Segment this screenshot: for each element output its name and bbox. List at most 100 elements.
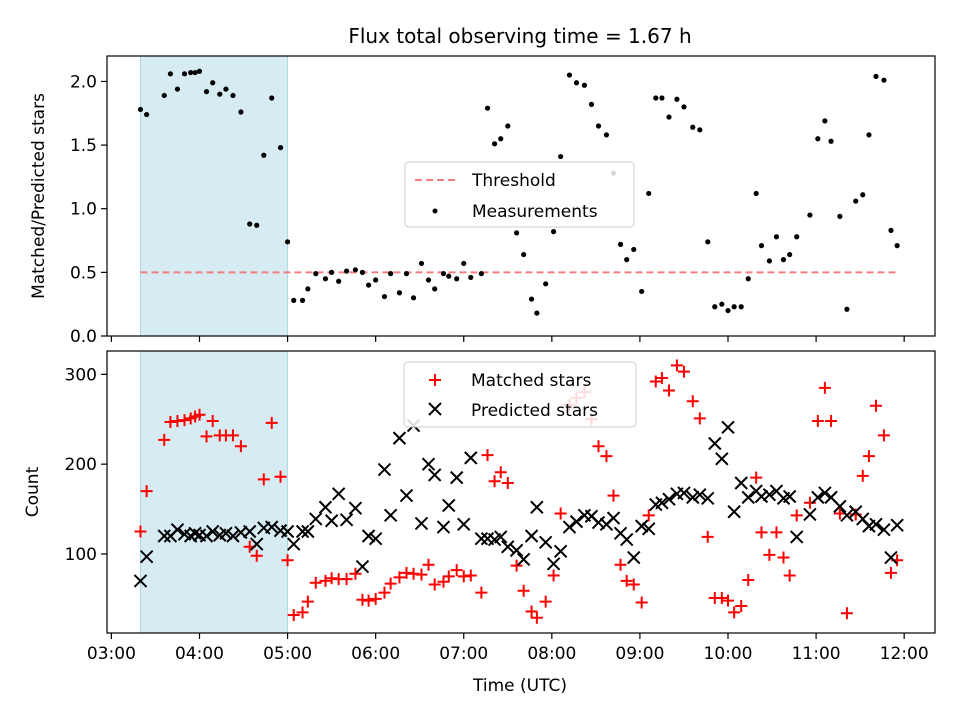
matched-star-marker xyxy=(393,571,406,584)
matched-star-marker xyxy=(265,416,278,429)
measurement-point xyxy=(631,246,637,253)
predicted-star-marker xyxy=(562,520,577,534)
measurement-point xyxy=(461,260,467,267)
matched-star-marker xyxy=(349,567,362,580)
measurement-point xyxy=(299,297,306,303)
predicted-star-marker xyxy=(890,518,904,532)
matched-star-marker xyxy=(884,566,897,579)
measurement-point xyxy=(174,86,181,92)
matched-star-marker xyxy=(481,449,494,462)
matched-star-marker xyxy=(614,558,627,571)
x-tick-label: 05:00 xyxy=(263,644,312,664)
matched-star-marker xyxy=(296,606,309,619)
predicted-star-marker xyxy=(741,490,755,505)
matched-star-marker xyxy=(649,375,662,388)
measurement-point xyxy=(396,290,403,296)
predicted-star-marker xyxy=(133,574,148,588)
predicted-star-marker xyxy=(226,529,240,543)
measurement-point xyxy=(860,192,866,198)
predicted-star-marker xyxy=(591,515,606,530)
measurement-point xyxy=(425,277,432,283)
matched-star-marker xyxy=(750,471,763,484)
measurement-point xyxy=(888,227,894,233)
x-tick-label: 07:00 xyxy=(439,644,488,664)
predicted-star-marker xyxy=(392,431,407,445)
bottom-y-axis-label: Count xyxy=(23,466,43,517)
measurement-point xyxy=(674,96,680,102)
matched-star-marker xyxy=(415,568,428,581)
predicted-star-marker xyxy=(715,452,729,466)
matched-star-marker xyxy=(592,440,605,453)
predicted-star-marker xyxy=(877,523,891,537)
measurement-point xyxy=(738,304,744,310)
bottom-axes-frame xyxy=(106,350,936,634)
predicted-star-marker xyxy=(457,517,471,532)
bottom-shaded-interval xyxy=(139,350,289,634)
matched-star-marker xyxy=(200,430,213,443)
predicted-star-marker xyxy=(546,557,561,571)
x-tick-label: 11:00 xyxy=(792,644,841,664)
matched-star-marker xyxy=(742,574,755,587)
measurement-point xyxy=(881,77,887,83)
matched-star-marker xyxy=(250,549,263,562)
measurement-point xyxy=(313,271,319,277)
measurement-point xyxy=(758,243,765,249)
matched-star-marker xyxy=(287,609,300,622)
top-legend: Threshold Measurements xyxy=(404,161,635,228)
matched-star-marker xyxy=(450,564,463,577)
measurement-point xyxy=(513,230,520,236)
matched-star-marker xyxy=(309,576,322,589)
predicted-star-marker xyxy=(754,489,769,504)
matched-star-marker xyxy=(539,595,552,608)
measurement-point xyxy=(454,276,460,282)
matched-star-marker xyxy=(234,440,247,453)
predicted-star-marker xyxy=(265,520,279,534)
predicted-star-marker xyxy=(368,531,383,546)
matched-star-marker xyxy=(670,359,683,372)
predicted-star-marker xyxy=(188,526,202,541)
matched-star-marker xyxy=(627,578,640,591)
measurement-point xyxy=(815,136,821,142)
matched-star-marker xyxy=(763,548,776,561)
x-tick-label: 06:00 xyxy=(351,644,400,664)
measurement-point xyxy=(196,68,203,74)
measurement-point xyxy=(534,310,540,316)
matched-star-marker xyxy=(193,408,206,421)
y-tick-label: 100 xyxy=(65,545,97,565)
predicted-star-marker xyxy=(318,500,333,514)
matched-star-marker xyxy=(319,574,332,587)
predicted-star-marker xyxy=(324,514,339,528)
measurement-point xyxy=(566,72,573,78)
measurement-point xyxy=(418,260,425,267)
predicted-star-marker xyxy=(301,524,315,539)
predicted-star-marker xyxy=(399,488,414,503)
predicted-star-marker xyxy=(811,490,825,505)
measurement-point xyxy=(719,301,725,307)
measurement-point xyxy=(329,269,335,275)
matched-star-marker xyxy=(635,596,648,609)
measurement-point xyxy=(853,198,859,204)
predicted-star-marker xyxy=(619,532,634,547)
measurement-point xyxy=(646,190,652,197)
bottom-plot-area xyxy=(133,359,904,624)
x-axis-label: Time (UTC) xyxy=(472,676,567,696)
matched-star-marker xyxy=(140,485,153,498)
predicted-star-marker xyxy=(287,537,301,551)
predicted-star-marker xyxy=(708,436,722,451)
measurement-point xyxy=(230,92,236,99)
predicted-star-marker xyxy=(377,462,392,477)
predicted-star-marker xyxy=(538,535,553,550)
matched-star-marker xyxy=(274,470,287,483)
predicted-star-marker xyxy=(727,505,741,519)
matched-star-marker xyxy=(547,569,560,582)
measurement-point xyxy=(828,138,834,144)
predicted-star-marker xyxy=(693,487,707,502)
predicted-star-marker xyxy=(295,524,310,539)
matched-star-marker xyxy=(722,594,734,607)
matched-star-marker xyxy=(818,381,831,394)
measurement-point xyxy=(666,114,672,120)
measurement-point xyxy=(866,132,872,138)
predicted-star-marker xyxy=(139,549,154,564)
measurement-point xyxy=(753,190,759,197)
top-plot-area xyxy=(137,68,900,316)
